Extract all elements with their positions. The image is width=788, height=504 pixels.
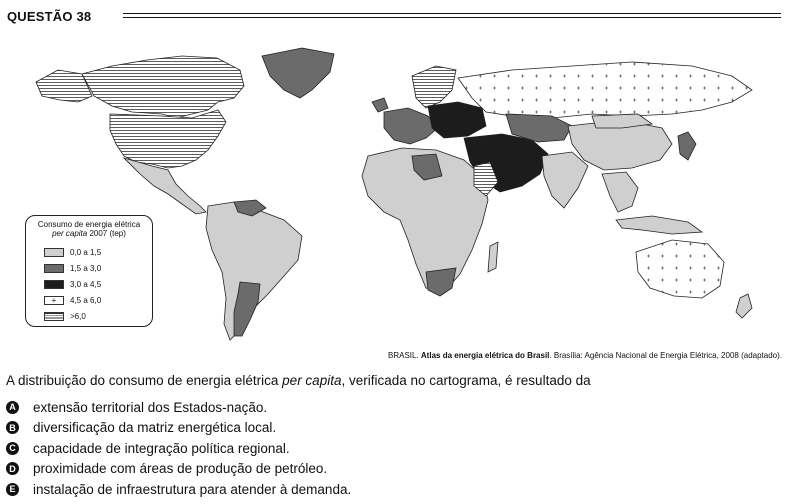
southeast-asia-shape bbox=[601, 171, 639, 213]
option-letter-badge: C bbox=[6, 441, 19, 455]
russia-shape bbox=[457, 61, 753, 119]
option-letter-badge: D bbox=[6, 462, 19, 476]
greenland-shape bbox=[261, 47, 335, 99]
india-shape bbox=[541, 151, 589, 209]
kazakhstan-shape bbox=[505, 113, 573, 143]
source-citation: BRASIL. Atlas da energia elétrica do Bra… bbox=[388, 351, 782, 360]
map-legend: Consumo de energia elétrica per capita 2… bbox=[25, 215, 153, 327]
option-text: capacidade de integração política region… bbox=[33, 440, 290, 456]
question-number: QUESTÃO 38 bbox=[7, 9, 92, 24]
arabia-hatched-shape bbox=[473, 161, 499, 197]
option-text: extensão territorial dos Estados-nação. bbox=[33, 399, 268, 415]
title-rule bbox=[123, 13, 781, 18]
legend-swatch bbox=[44, 263, 64, 273]
usa-shape bbox=[109, 109, 227, 169]
indonesia-shape bbox=[615, 215, 704, 235]
iceland-uk-shape bbox=[371, 97, 389, 113]
australia-shape bbox=[635, 239, 725, 299]
madagascar-shape bbox=[487, 241, 499, 273]
question-stem: A distribuição do consumo de energia elé… bbox=[6, 373, 591, 388]
legend-item: + 4,5 a 6,0 bbox=[44, 292, 152, 308]
option-a[interactable]: A extensão territorial dos Estados-nação… bbox=[6, 397, 351, 418]
option-text: diversificação da matriz energética loca… bbox=[33, 420, 277, 436]
option-text: instalação de infraestrutura para atende… bbox=[33, 481, 352, 497]
option-letter-badge: A bbox=[6, 400, 19, 414]
option-b[interactable]: B diversificação da matriz energética lo… bbox=[6, 418, 351, 439]
south-africa-shape bbox=[425, 267, 457, 297]
western-europe-shape bbox=[383, 107, 439, 145]
option-letter-badge: E bbox=[6, 482, 19, 496]
mexico-central-america bbox=[122, 157, 207, 215]
legend-title: Consumo de energia elétrica per capita 2… bbox=[37, 220, 141, 238]
alaska-shape bbox=[35, 69, 93, 103]
legend-item: 1,5 a 3,0 bbox=[44, 260, 152, 276]
venezuela-shape bbox=[233, 199, 267, 217]
libya-shape bbox=[411, 153, 443, 181]
answer-options: A extensão territorial dos Estados-nação… bbox=[6, 397, 351, 500]
scandinavia-shape bbox=[411, 65, 457, 109]
option-e[interactable]: E instalação de infraestrutura para aten… bbox=[6, 479, 351, 500]
canada-shape bbox=[81, 55, 245, 119]
eastern-europe-shape bbox=[427, 101, 487, 139]
new-zealand-shape bbox=[735, 293, 753, 319]
legend-swatch bbox=[44, 279, 64, 289]
legend-swatch bbox=[44, 247, 64, 257]
legend-item: >6,0 bbox=[44, 308, 152, 324]
legend-swatch bbox=[44, 311, 64, 321]
legend-swatch: + bbox=[44, 295, 64, 305]
argentina-chile-shape bbox=[233, 281, 261, 337]
world-map bbox=[12, 36, 782, 348]
south-america-shape bbox=[205, 201, 303, 341]
option-letter-badge: B bbox=[6, 421, 19, 435]
mongolia-shape bbox=[591, 113, 654, 129]
option-d[interactable]: D proximidade com áreas de produção de p… bbox=[6, 459, 351, 480]
legend-item: 3,0 a 4,5 bbox=[44, 276, 152, 292]
legend-item: 0,0 a 1,5 bbox=[44, 244, 152, 260]
option-text: proximidade com áreas de produção de pet… bbox=[33, 461, 328, 477]
korea-japan-shape bbox=[677, 131, 697, 161]
option-c[interactable]: C capacidade de integração política regi… bbox=[6, 438, 351, 459]
